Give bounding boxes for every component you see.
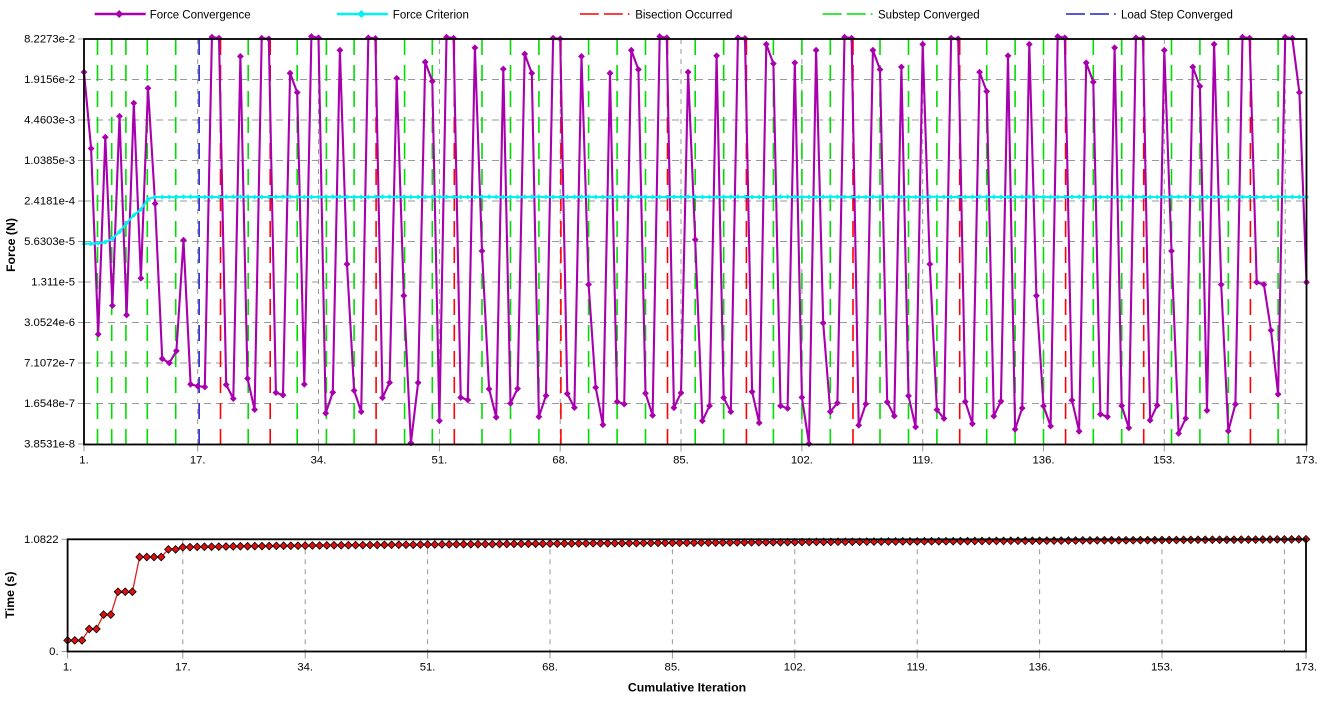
svg-text:2.4181e-4: 2.4181e-4 [24, 196, 75, 208]
svg-text:119.: 119. [907, 662, 928, 674]
svg-text:Force Convergence: Force Convergence [150, 10, 251, 22]
svg-text:1.9156e-2: 1.9156e-2 [24, 74, 75, 86]
svg-text:153.: 153. [1151, 662, 1173, 674]
svg-text:5.6303e-5: 5.6303e-5 [24, 236, 75, 248]
svg-text:136.: 136. [1029, 662, 1051, 674]
svg-text:1.0385e-3: 1.0385e-3 [24, 155, 75, 167]
svg-text:1.311e-5: 1.311e-5 [31, 277, 75, 289]
svg-text:17.: 17. [175, 662, 191, 674]
svg-text:1.6548e-7: 1.6548e-7 [24, 398, 75, 410]
svg-text:102.: 102. [791, 455, 813, 467]
svg-text:Bisection Occurred: Bisection Occurred [635, 10, 732, 22]
svg-text:8.2273e-2: 8.2273e-2 [24, 34, 75, 46]
svg-text:17.: 17. [190, 455, 206, 467]
svg-text:1.: 1. [63, 662, 72, 674]
svg-text:1.0822: 1.0822 [24, 534, 59, 546]
svg-text:Load Step Converged: Load Step Converged [1121, 10, 1233, 22]
svg-text:7.1072e-7: 7.1072e-7 [24, 358, 75, 370]
svg-text:Cumulative Iteration: Cumulative Iteration [628, 681, 746, 695]
svg-text:3.8531e-8: 3.8531e-8 [24, 439, 75, 451]
svg-text:173.: 173. [1296, 455, 1318, 467]
svg-text:136.: 136. [1033, 455, 1055, 467]
svg-text:153.: 153. [1153, 455, 1175, 467]
svg-text:51.: 51. [432, 455, 448, 467]
svg-text:0.: 0. [49, 646, 58, 658]
svg-text:Force Criterion: Force Criterion [393, 10, 469, 22]
svg-text:1.: 1. [79, 455, 88, 467]
svg-text:Time (s): Time (s) [3, 572, 17, 619]
svg-text:51.: 51. [420, 662, 436, 674]
svg-text:85.: 85. [665, 662, 681, 674]
svg-text:34.: 34. [297, 662, 313, 674]
svg-text:4.4603e-3: 4.4603e-3 [24, 115, 75, 127]
svg-text:Force (N): Force (N) [4, 218, 18, 272]
svg-text:119.: 119. [912, 455, 933, 467]
svg-text:34.: 34. [311, 455, 327, 467]
svg-text:68.: 68. [552, 455, 568, 467]
svg-text:85.: 85. [673, 455, 689, 467]
svg-text:Substep Converged: Substep Converged [878, 10, 980, 22]
svg-text:102.: 102. [784, 662, 806, 674]
svg-text:3.0524e-6: 3.0524e-6 [24, 317, 75, 329]
svg-text:68.: 68. [542, 662, 558, 674]
svg-text:173.: 173. [1295, 662, 1317, 674]
